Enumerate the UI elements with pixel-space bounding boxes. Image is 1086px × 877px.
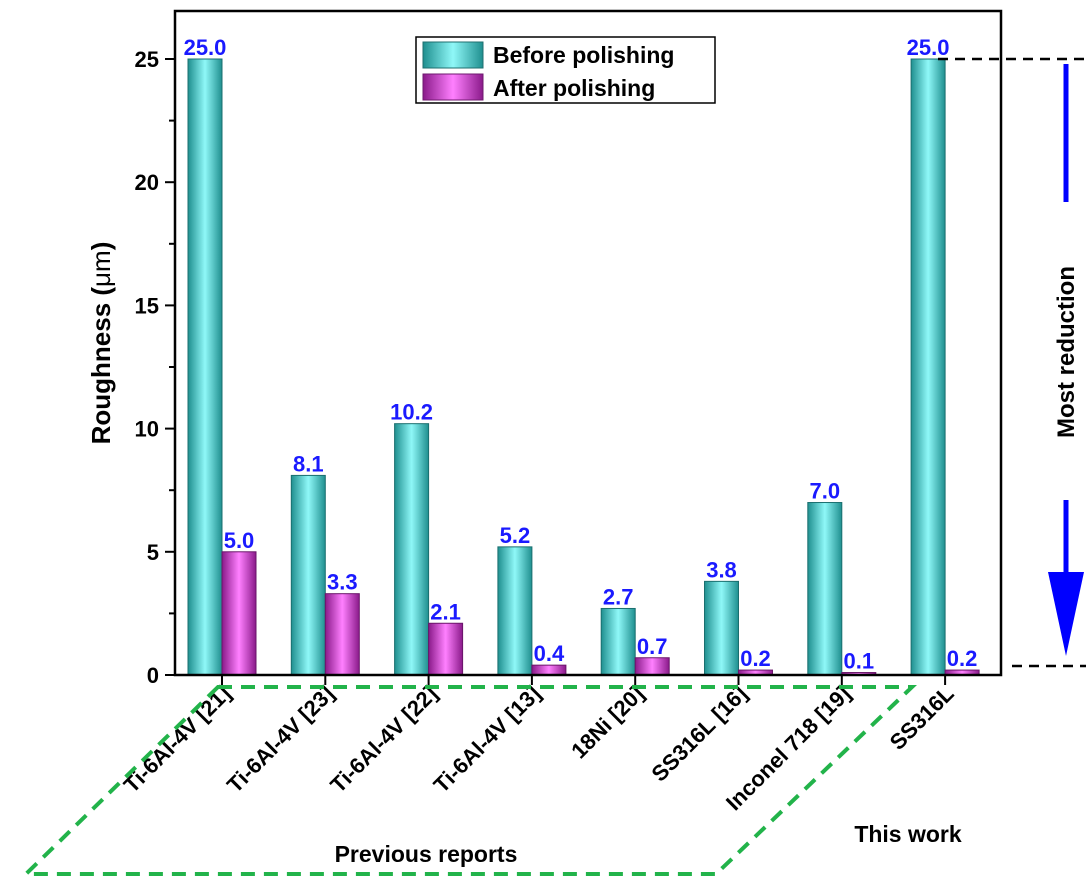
bar-after-2: [428, 622, 464, 676]
x-tick-label: 18Ni [20]: [566, 681, 649, 764]
legend-label-before: Before polishing: [493, 42, 674, 68]
data-label-before-3: 5.2: [500, 523, 531, 548]
bar-before-1: [290, 474, 326, 676]
bar-after-4: [634, 657, 670, 676]
data-label-after-1: 3.3: [327, 570, 358, 595]
data-labels-layer: 25.0 8.1 10.2 5.2 2.7 3.8 7.0 25.0 5.0 3.3 2.1 0.4 0…: [184, 35, 978, 674]
y-tick-label: 25: [135, 47, 159, 72]
reduction-arrow-head: [1048, 572, 1084, 656]
data-label-after-0: 5.0: [224, 528, 255, 553]
y-tick-label: 0: [147, 663, 159, 688]
data-label-after-7: 0.2: [947, 646, 978, 671]
data-label-before-7: 25.0: [907, 35, 950, 60]
bar-after-1: [324, 593, 360, 676]
bar-before-5: [704, 580, 739, 676]
legend: Before polishing After polishing: [415, 36, 716, 104]
y-tick-label: 10: [135, 417, 159, 442]
x-axis-tick-labels: Ti-6Al-4V [21]Ti-6Al-4V [23]Ti-6Al-4V [2…: [119, 681, 959, 815]
bar-before-4: [600, 607, 636, 676]
data-label-before-2: 10.2: [390, 400, 433, 425]
data-label-after-6: 0.1: [844, 649, 875, 674]
legend-label-after: After polishing: [493, 75, 655, 101]
bars-layer: [187, 58, 980, 676]
x-axis-ticks: [221, 675, 947, 685]
legend-swatch-after: [422, 73, 484, 101]
y-axis-ticks: 0 5 10 15 20 25: [135, 47, 175, 688]
legend-swatch-before: [422, 41, 484, 69]
x-tick-label: Ti-6Al-4V [23]: [222, 681, 339, 798]
x-tick-label: SS316L [16]: [646, 681, 752, 787]
y-tick-label: 15: [135, 293, 159, 318]
data-label-before-4: 2.7: [603, 584, 634, 609]
data-label-before-6: 7.0: [810, 479, 841, 504]
y-tick-label: 20: [135, 170, 159, 195]
data-label-after-5: 0.2: [740, 646, 771, 671]
bar-before-3: [497, 546, 533, 676]
bar-before-6: [807, 502, 843, 676]
plot-frame: [173, 9, 1003, 677]
x-tick-label: Ti-6Al-4V [13]: [429, 681, 546, 798]
x-tick-label: SS316L: [885, 681, 959, 755]
this-work-label: This work: [854, 821, 962, 847]
data-label-after-4: 0.7: [637, 634, 668, 659]
data-label-before-1: 8.1: [293, 451, 324, 476]
bar-before-0: [187, 58, 223, 676]
bar-after-3: [531, 664, 567, 676]
bar-before-7: [910, 58, 946, 676]
previous-reports-bracket: [21, 685, 917, 876]
data-label-after-3: 0.4: [534, 641, 565, 666]
x-tick-label: Ti-6Al-4V [22]: [325, 681, 442, 798]
data-label-after-2: 2.1: [430, 599, 461, 624]
previous-reports-label: Previous reports: [335, 841, 518, 867]
bar-after-0: [221, 551, 257, 676]
data-label-before-5: 3.8: [706, 557, 737, 582]
bar-before-2: [394, 423, 430, 676]
y-tick-label: 5: [147, 540, 159, 565]
x-tick-label: Ti-6Al-4V [21]: [119, 681, 236, 798]
y-axis-title: Roughness (μm): [86, 242, 116, 445]
most-reduction-label: Most reduction: [1053, 266, 1080, 438]
data-label-before-0: 25.0: [184, 35, 227, 60]
